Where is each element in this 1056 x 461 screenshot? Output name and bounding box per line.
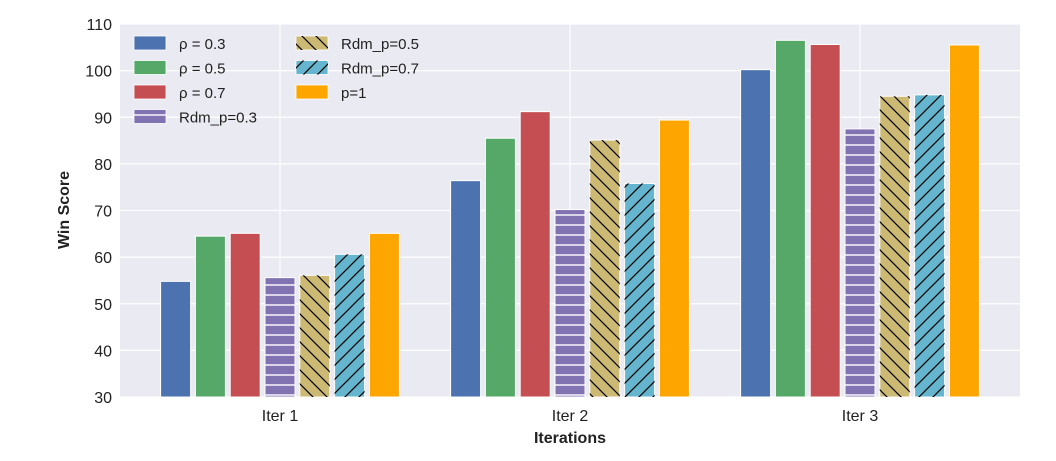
x-tick-labels: Iter 1 Iter 2 Iter 3 (262, 408, 879, 425)
bar (484, 137, 516, 398)
y-tick-label: 80 (94, 157, 112, 174)
y-tick-label: 50 (94, 297, 112, 314)
bars (160, 39, 980, 398)
bar-hatch (555, 209, 585, 397)
bar (450, 180, 482, 398)
x-axis-title: Iterations (534, 430, 606, 447)
bar (948, 44, 980, 398)
bar (740, 69, 772, 398)
bar-hatch (914, 94, 945, 398)
legend-swatch-hatch (296, 36, 328, 50)
bar (809, 44, 841, 398)
bar (368, 232, 400, 398)
y-tick-label: 90 (94, 110, 112, 127)
bar (194, 235, 226, 398)
legend-label: Rdm_p=0.3 (179, 110, 257, 127)
legend-swatch (133, 60, 167, 75)
y-tick-labels: 30 40 50 60 70 80 90 100 110 (85, 17, 112, 407)
legend-swatch-hatch (134, 109, 166, 124)
y-tick-label: 40 (94, 343, 112, 360)
legend-label: p=1 (341, 85, 366, 102)
bar-hatch (879, 96, 910, 398)
y-tick-label: 70 (94, 204, 112, 221)
x-tick-label: Iter 3 (842, 408, 879, 425)
legend-swatch-hatch (296, 60, 328, 75)
bar (160, 280, 192, 398)
x-tick-label: Iter 1 (262, 408, 299, 425)
bar-hatch (589, 140, 620, 397)
bar (774, 39, 806, 398)
y-tick-label: 110 (86, 17, 112, 34)
bar (229, 232, 261, 398)
bar-hatch (299, 275, 330, 397)
legend-label: ρ = 0.5 (179, 61, 225, 78)
bar-hatch (334, 254, 365, 397)
legend-label: ρ = 0.3 (179, 36, 225, 53)
legend-swatch (133, 35, 167, 51)
bar-hatch (845, 128, 875, 397)
y-tick-label: 60 (94, 250, 112, 267)
bar (658, 119, 690, 398)
y-tick-label: 30 (94, 390, 112, 407)
legend-label: Rdm_p=0.5 (341, 36, 419, 53)
legend-swatch (295, 84, 329, 100)
x-tick-label: Iter 2 (552, 408, 589, 425)
legend: ρ = 0.3 ρ = 0.5 ρ = 0.7 Rdm_p=0.3 Rdm_p=0.5 R… (133, 35, 419, 127)
y-axis-title: Win Score (56, 171, 73, 249)
bar (519, 111, 551, 398)
bar-hatch (624, 183, 655, 397)
legend-swatch (133, 84, 167, 100)
legend-label: Rdm_p=0.7 (341, 61, 419, 78)
legend-label: ρ = 0.7 (179, 85, 225, 102)
y-tick-label: 100 (85, 64, 112, 81)
bar-hatch (265, 277, 295, 397)
